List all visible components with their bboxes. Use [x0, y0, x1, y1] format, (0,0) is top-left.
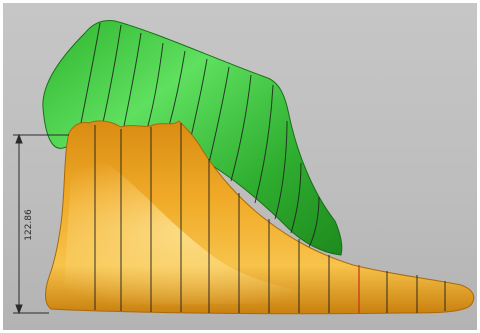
height-dimension [13, 133, 69, 315]
foot-section-lines [94, 123, 446, 313]
height-dimension-label: 122.86 [24, 209, 34, 241]
3d-viewport[interactable]: 122.86 [3, 3, 477, 330]
scan-render: 122.86 [13, 20, 475, 315]
foot-highlight [63, 143, 423, 305]
